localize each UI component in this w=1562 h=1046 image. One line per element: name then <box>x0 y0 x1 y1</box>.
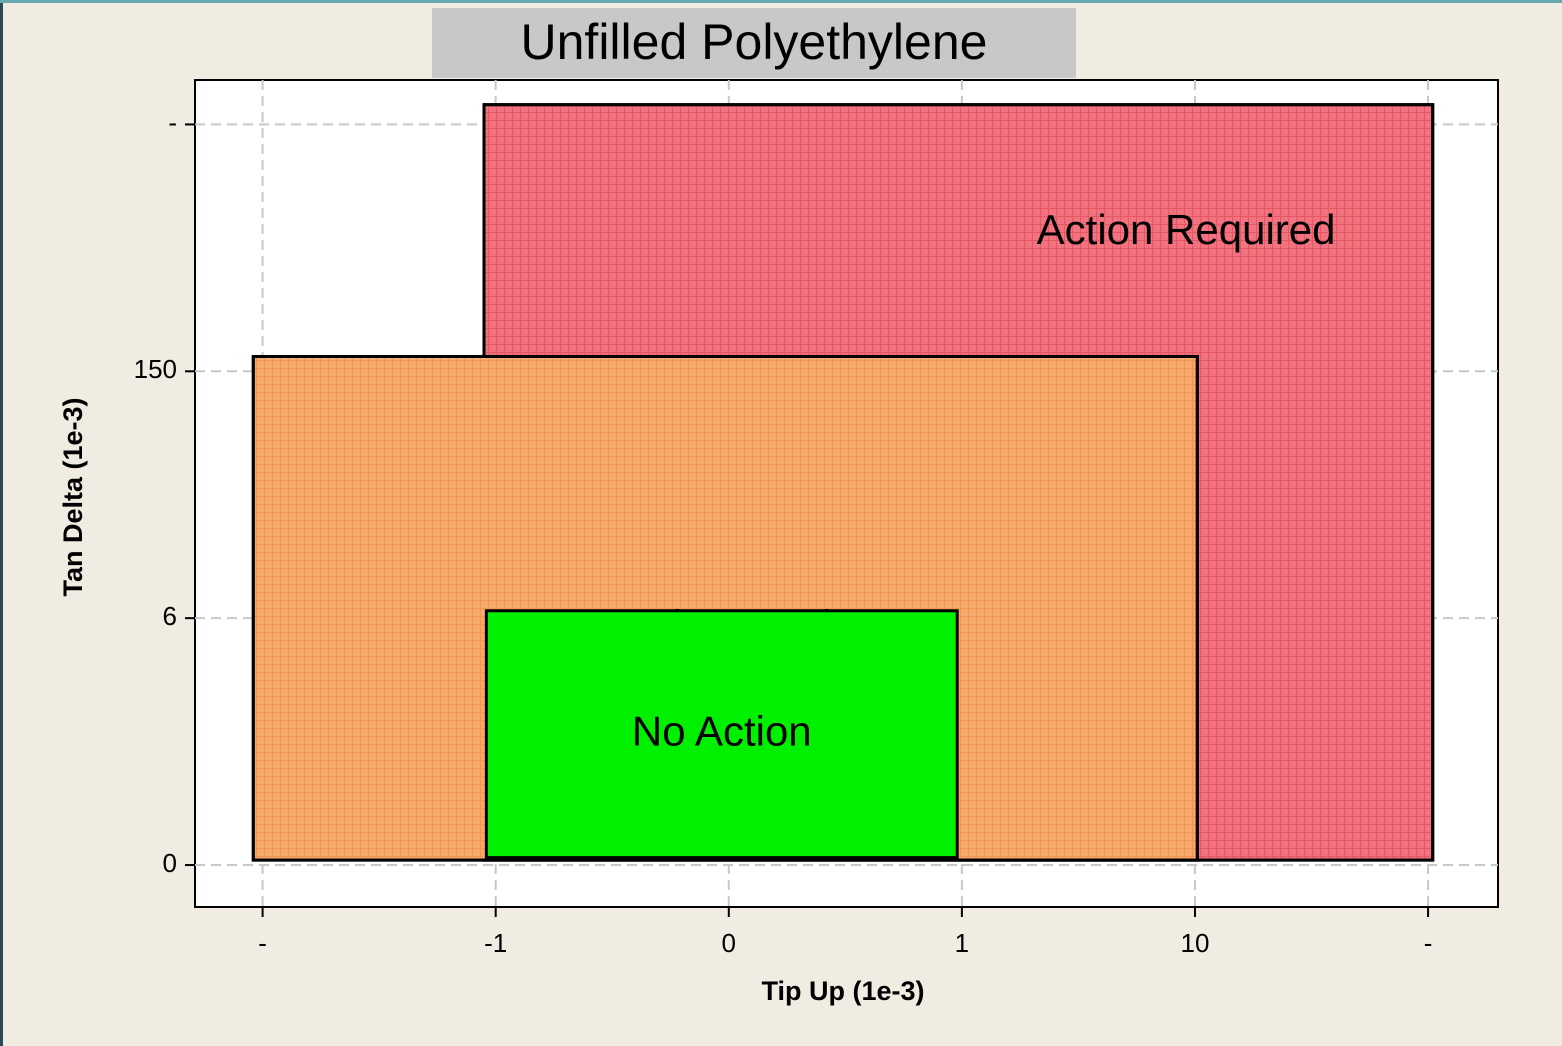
x-tick-label: - <box>1424 928 1433 958</box>
region: No Action <box>484 609 959 860</box>
title-box <box>432 8 1076 78</box>
y-tick-label: 6 <box>163 601 177 631</box>
x-tick-label: -1 <box>484 928 507 958</box>
x-tick-label: 1 <box>955 928 969 958</box>
x-tick-label: 0 <box>722 928 736 958</box>
region-fill <box>484 609 959 860</box>
y-tick-label: 150 <box>134 354 177 384</box>
frame-edge <box>0 0 1562 3</box>
region-label: Action Required <box>1037 206 1336 253</box>
x-tick-label: - <box>258 928 267 958</box>
y-axis-label: Tan Delta (1e-3) <box>58 397 88 596</box>
region-label: No Action <box>632 707 812 754</box>
x-tick-label: 10 <box>1181 928 1210 958</box>
y-tick-label: - <box>168 107 177 137</box>
x-axis-label: Tip Up (1e-3) <box>761 976 924 1006</box>
y-tick-label: 0 <box>163 848 177 878</box>
chart-title: Unfilled Polyethylene <box>521 14 988 70</box>
frame-edge <box>0 0 3 1046</box>
